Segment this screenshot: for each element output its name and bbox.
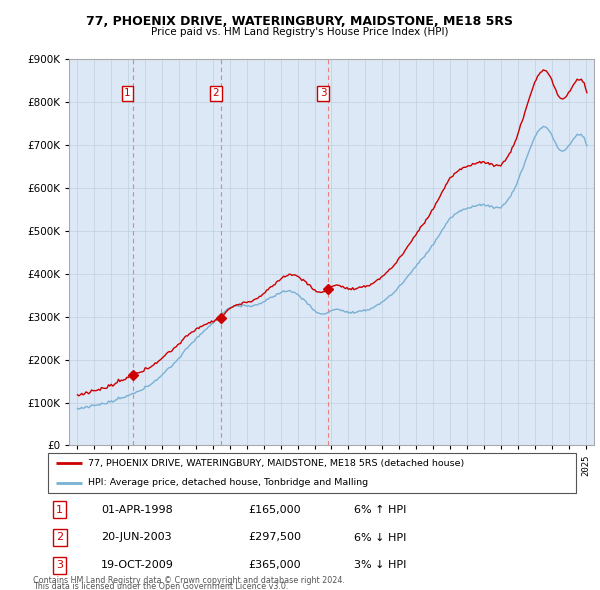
Text: 77, PHOENIX DRIVE, WATERINGBURY, MAIDSTONE, ME18 5RS (detached house): 77, PHOENIX DRIVE, WATERINGBURY, MAIDSTO… [88, 459, 464, 468]
Text: £365,000: £365,000 [248, 560, 301, 571]
Text: 3% ↓ HPI: 3% ↓ HPI [354, 560, 407, 571]
Text: 3: 3 [56, 560, 63, 571]
Text: Price paid vs. HM Land Registry's House Price Index (HPI): Price paid vs. HM Land Registry's House … [151, 27, 449, 37]
Text: Contains HM Land Registry data © Crown copyright and database right 2024.: Contains HM Land Registry data © Crown c… [33, 576, 345, 585]
Text: 3: 3 [320, 88, 326, 99]
Text: 20-JUN-2003: 20-JUN-2003 [101, 533, 172, 542]
Text: £297,500: £297,500 [248, 533, 302, 542]
Text: 2: 2 [212, 88, 219, 99]
Text: 1: 1 [56, 504, 63, 514]
Text: This data is licensed under the Open Government Licence v3.0.: This data is licensed under the Open Gov… [33, 582, 289, 590]
Text: 01-APR-1998: 01-APR-1998 [101, 504, 173, 514]
Text: 2: 2 [56, 533, 63, 542]
Text: 19-OCT-2009: 19-OCT-2009 [101, 560, 173, 571]
Text: 6% ↑ HPI: 6% ↑ HPI [354, 504, 407, 514]
Text: 6% ↓ HPI: 6% ↓ HPI [354, 533, 407, 542]
Text: HPI: Average price, detached house, Tonbridge and Malling: HPI: Average price, detached house, Tonb… [88, 478, 368, 487]
Text: 77, PHOENIX DRIVE, WATERINGBURY, MAIDSTONE, ME18 5RS: 77, PHOENIX DRIVE, WATERINGBURY, MAIDSTO… [86, 15, 514, 28]
Text: 1: 1 [124, 88, 131, 99]
Text: £165,000: £165,000 [248, 504, 301, 514]
